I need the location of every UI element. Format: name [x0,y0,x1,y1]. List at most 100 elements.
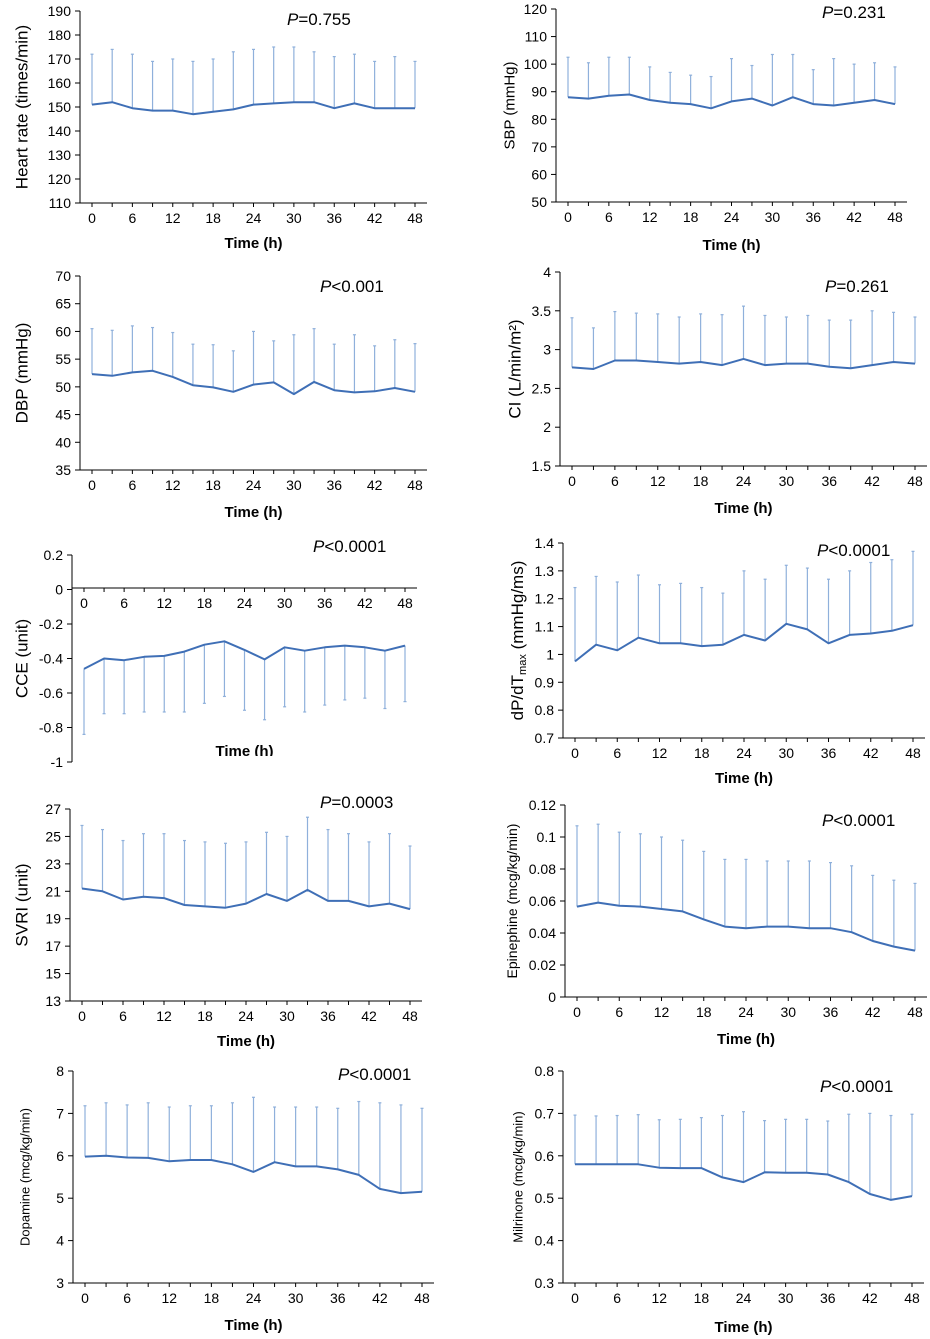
x-tick-label: 30 [778,1290,794,1306]
y-tick-label: 0.06 [529,893,556,909]
y-tick-label: 65 [55,296,71,312]
y-tick-label: 23 [45,856,61,872]
x-tick-label: 6 [613,745,621,761]
x-tick-label: 24 [238,1008,254,1024]
x-tick-label: 12 [642,209,658,225]
x-tick-label: 18 [694,745,710,761]
x-tick-label: 18 [683,209,699,225]
y-tick-label: -0.8 [39,720,63,736]
y-tick-label: 90 [531,84,547,100]
x-tick-label: 30 [778,745,794,761]
y-axis-title: CI (L/min/m²) [506,319,525,418]
x-axis-title: Time (h) [224,1317,282,1334]
x-tick-label: 18 [204,1290,220,1306]
x-tick-label: 6 [615,1004,623,1020]
x-tick-label: 48 [407,477,423,493]
chart-panel-5: -1 -0.8 -0.6 -0.4 -0.2 0 0.2 0 6 12 18 24 30 36 42 48 Ti… [13,537,417,770]
x-tick-label: 30 [779,473,795,489]
x-tick-label: 30 [286,477,302,493]
x-tick-label: 36 [330,1290,346,1306]
x-tick-label: 24 [246,1290,262,1306]
y-tick-label: 17 [45,938,61,954]
x-tick-label: 24 [736,745,752,761]
y-tick-label: 60 [55,323,71,339]
y-tick-label: 0.8 [535,702,555,718]
x-tick-label: 36 [326,477,342,493]
error-bar-group [82,641,407,736]
y-tick-label: 0.3 [535,1275,555,1291]
y-tick-label: 120 [524,1,548,17]
x-tick-label: 6 [120,595,128,611]
x-tick-label: 6 [611,473,619,489]
y-tick-label: 180 [48,27,72,43]
y-tick-label: 170 [48,51,72,67]
chart-panel-10: 0.3 0.4 0.5 0.6 0.7 0.8 0 6 12 18 24 30 36 42 48 Time (… [511,1063,924,1336]
y-tick-label: 160 [48,75,72,91]
x-axis-title: Time (h) [714,1319,772,1336]
y-tick-label: 80 [531,111,547,127]
y-tick-label: -0.2 [39,616,63,632]
y-tick-label: 100 [524,56,548,72]
y-tick-label: 21 [45,883,61,899]
y-tick-label: 50 [531,194,547,210]
x-tick-label: 24 [736,1290,752,1306]
x-tick-label: 36 [820,1290,836,1306]
x-tick-label: 42 [367,210,383,226]
mean-line [91,369,416,396]
mean-line [576,901,916,952]
y-tick-label: -0.6 [39,685,63,701]
p-value-annotation: P<0.0001 [820,1077,893,1096]
y-axis-title: SBP (mmHg) [502,61,519,149]
y-tick-label: 0.7 [535,1105,555,1121]
x-tick-label: 18 [205,210,221,226]
x-tick-label: 0 [571,1290,579,1306]
p-value-annotation: P<0.0001 [313,537,386,556]
x-tick-label: 12 [651,1290,667,1306]
x-tick-label: 30 [286,210,302,226]
y-tick-label: 1.2 [535,591,555,607]
p-value-annotation: P<0.001 [320,277,384,296]
x-tick-label: 24 [736,473,752,489]
x-axis-title: Time (h) [217,1033,275,1050]
x-tick-label: 48 [397,595,413,611]
x-tick-label: 24 [237,595,253,611]
chart-panel-4: 1.5 2 2.5 3 3.5 4 0 6 12 18 24 30 36 42 48 Time (h) CI (… [506,264,927,517]
x-tick-label: 0 [88,210,96,226]
y-tick-label: 15 [45,966,61,982]
y-axis-title: DBP (mmHg) [13,323,32,424]
x-tick-label: 6 [123,1290,131,1306]
x-tick-label: 48 [407,210,423,226]
x-tick-label: 42 [367,477,383,493]
y-axis-title: SVRI (unit) [13,863,32,946]
x-tick-label: 36 [821,473,837,489]
y-tick-label: 1 [546,646,554,662]
x-tick-label: 12 [156,1008,172,1024]
y-tick-label: 0.7 [535,730,555,746]
x-tick-label: 12 [650,473,666,489]
y-tick-label: 6 [56,1148,64,1164]
y-tick-label: 45 [55,407,71,423]
x-tick-label: 36 [326,210,342,226]
y-tick-label: 1.3 [535,563,555,579]
y-tick-label: 27 [45,801,61,817]
y-tick-label: 0.9 [535,674,555,690]
y-tick-label: 1.4 [535,535,555,551]
x-tick-label: 6 [613,1290,621,1306]
x-tick-label: 42 [846,209,862,225]
x-tick-label: 30 [765,209,781,225]
y-tick-label: 50 [55,379,71,395]
x-tick-label: 30 [277,595,293,611]
x-axis-title: Time (h) [215,743,273,760]
y-tick-label: 0.1 [537,829,557,845]
x-tick-label: 24 [724,209,740,225]
mean-line [571,357,916,370]
p-value-annotation: P=0.755 [287,10,351,29]
y-tick-label: 1.1 [535,619,555,635]
mean-line [574,622,914,663]
y-tick-label: 1.5 [532,458,552,474]
x-tick-label: 30 [279,1008,295,1024]
y-tick-label: 3 [543,342,551,358]
y-axis-title: CCE (unit) [13,619,32,698]
y-tick-label: -1 [51,754,64,770]
